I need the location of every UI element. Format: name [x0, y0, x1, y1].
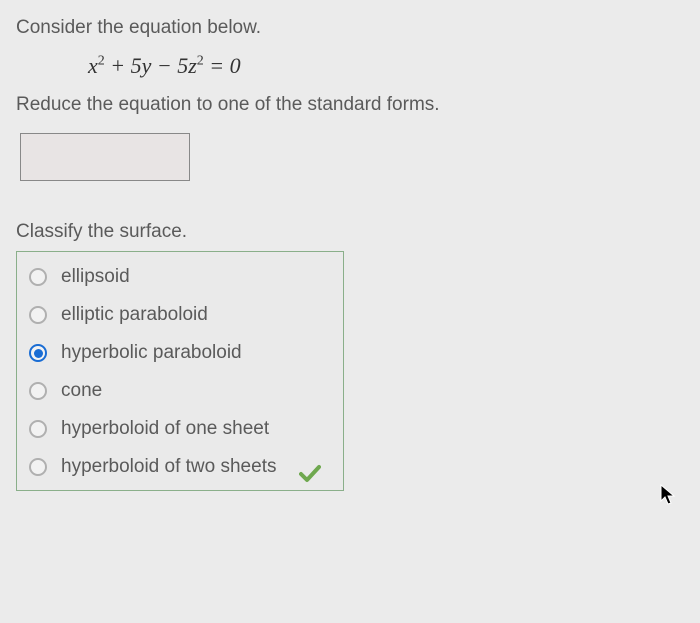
classify-prompt: Classify the surface. — [16, 221, 684, 243]
radio-label: elliptic paraboloid — [61, 304, 208, 326]
radio-option[interactable]: hyperbolic paraboloid — [17, 334, 343, 372]
question-intro: Consider the equation below. — [16, 14, 684, 43]
radio-option[interactable]: hyperboloid of two sheets — [17, 448, 343, 486]
radio-group: ellipsoid elliptic paraboloid hyperbolic p… — [16, 251, 344, 491]
equation: x2 + 5y − 5z2 = 0 — [88, 53, 684, 79]
radio-option[interactable]: hyperboloid of one sheet — [17, 410, 343, 448]
radio-label: cone — [61, 380, 102, 402]
question-instruction: Reduce the equation to one of the standa… — [16, 91, 684, 120]
radio-option[interactable]: elliptic paraboloid — [17, 296, 343, 334]
radio-label: ellipsoid — [61, 266, 130, 288]
radio-icon[interactable] — [29, 382, 47, 400]
radio-label: hyperbolic paraboloid — [61, 342, 242, 364]
radio-icon[interactable] — [29, 458, 47, 476]
cursor-icon — [660, 484, 678, 506]
radio-option[interactable]: cone — [17, 372, 343, 410]
radio-label: hyperboloid of one sheet — [61, 418, 269, 440]
radio-label: hyperboloid of two sheets — [61, 456, 276, 478]
answer-input[interactable] — [20, 133, 190, 181]
check-icon — [299, 464, 321, 484]
radio-icon[interactable] — [29, 268, 47, 286]
radio-icon[interactable] — [29, 344, 47, 362]
radio-option[interactable]: ellipsoid — [17, 258, 343, 296]
radio-icon[interactable] — [29, 420, 47, 438]
radio-icon[interactable] — [29, 306, 47, 324]
